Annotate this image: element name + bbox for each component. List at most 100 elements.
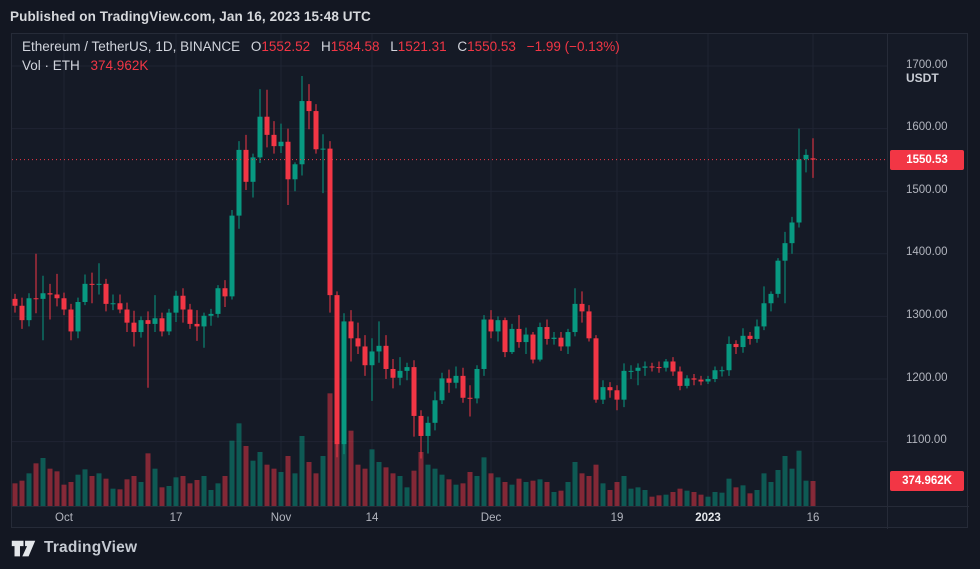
candle-body	[320, 148, 326, 150]
candle-body	[278, 141, 284, 147]
candle-body	[250, 157, 256, 182]
price-tick-label: 1300.00	[906, 308, 948, 321]
volume-bar	[789, 468, 795, 506]
candle-body	[208, 313, 214, 316]
volume-bar	[348, 430, 354, 506]
candle-body	[19, 305, 25, 321]
volume-bar	[551, 492, 557, 506]
volume-bar	[593, 464, 599, 506]
volume-bar	[327, 393, 333, 506]
volume-bar	[152, 468, 158, 506]
candle-body	[152, 318, 158, 324]
volume-bar	[747, 493, 753, 506]
volume-bar	[40, 458, 46, 506]
candle-body	[446, 378, 452, 383]
volume-bar	[663, 494, 669, 506]
candle-body	[355, 338, 361, 347]
volume-bar	[509, 484, 515, 506]
volume-bar	[250, 460, 256, 506]
candle-body	[796, 159, 802, 223]
candle-body	[502, 320, 508, 353]
volume-bar	[607, 490, 613, 506]
candle-body	[194, 323, 200, 327]
volume-bar	[299, 436, 305, 506]
volume-bar	[502, 482, 508, 506]
candle-body	[54, 294, 60, 299]
volume-bar	[110, 488, 116, 506]
volume-bar	[537, 479, 543, 506]
candle-body	[33, 298, 39, 300]
volume-bar	[544, 482, 550, 506]
volume-bar	[488, 473, 494, 506]
candle-body	[586, 311, 592, 339]
currency-label: USDT	[906, 71, 939, 85]
candle-body	[460, 375, 466, 398]
candle-body	[411, 367, 417, 416]
candle-body	[677, 371, 683, 386]
tradingview-attribution-link[interactable]: TradingView	[11, 536, 137, 560]
volume-bar	[782, 456, 788, 506]
volume-bar	[397, 476, 403, 506]
candle-body	[572, 303, 578, 333]
price-tick-label: 1100.00	[906, 434, 947, 447]
volume-bar	[222, 476, 228, 506]
volume-bar	[796, 450, 802, 506]
candle-body	[432, 400, 438, 423]
candle-body	[68, 309, 74, 332]
volume-bar	[628, 488, 634, 506]
candle-body	[642, 366, 648, 368]
price-axis-pane[interactable]: USDT 1700.00 1600.00 1500.00 1400.00 1300.00…	[887, 34, 969, 506]
volume-bar	[474, 476, 480, 506]
candle-body	[348, 321, 354, 339]
candle-body	[565, 332, 571, 347]
volume-bar	[754, 490, 760, 506]
candle-body	[698, 379, 704, 382]
candle-body	[754, 326, 760, 339]
volume-bar	[292, 473, 298, 506]
candle-body	[425, 422, 431, 436]
candle-body	[495, 320, 501, 332]
volume-bar	[775, 470, 781, 506]
candle-body	[768, 293, 774, 304]
volume-bar	[180, 476, 186, 506]
candle-body	[404, 367, 410, 371]
candle-body	[187, 309, 193, 324]
volume-bar	[768, 482, 774, 506]
chart-widget: Ethereum / TetherUS, 1D, BINANCE O1552.5…	[11, 33, 969, 529]
volume-bar	[656, 495, 662, 506]
volume-bar	[439, 474, 445, 506]
volume-bar	[313, 473, 319, 506]
volume-bar	[194, 480, 200, 506]
volume-bar	[383, 467, 389, 506]
candle-body	[75, 302, 81, 332]
volume-bar	[75, 474, 81, 506]
price-tick-label: 1400.00	[906, 246, 948, 259]
candle-body	[26, 298, 32, 321]
volume-bar	[376, 462, 382, 506]
candle-body	[313, 111, 319, 150]
candle-body	[180, 295, 186, 310]
candle-body	[222, 288, 228, 297]
volume-bar	[166, 486, 172, 506]
candle-body	[271, 134, 277, 147]
volume-bar	[565, 482, 571, 506]
candle-body	[299, 101, 305, 165]
candlestick-chart-pane[interactable]	[12, 34, 969, 529]
volume-bar	[257, 452, 263, 506]
tradingview-logo-icon	[11, 538, 36, 559]
time-axis-pane[interactable]: Oct 17 Nov 14 Dec 19 2023 16	[12, 506, 969, 529]
candle-body	[789, 222, 795, 244]
candle-body	[306, 101, 312, 112]
volume-bar	[103, 478, 109, 506]
candle-body	[488, 319, 494, 332]
volume-bar	[145, 453, 151, 506]
volume-bar	[390, 473, 396, 506]
candle-body	[229, 215, 235, 297]
volume-bar	[761, 473, 767, 506]
time-tick-label: 19	[610, 512, 624, 524]
volume-bar	[138, 482, 144, 506]
volume-bar	[733, 487, 739, 506]
candle-body	[467, 397, 473, 399]
candle-body	[684, 378, 690, 386]
candle-body	[803, 154, 809, 160]
